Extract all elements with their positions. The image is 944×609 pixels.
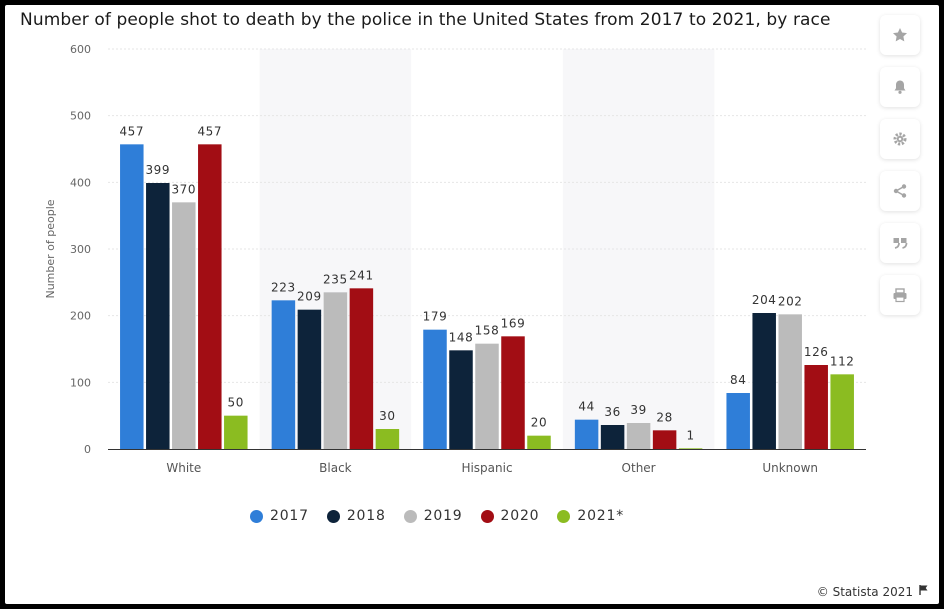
flag-icon bbox=[918, 584, 930, 599]
quote-icon bbox=[892, 235, 908, 251]
y-axis-label: Number of people bbox=[44, 199, 57, 298]
legend-marker bbox=[250, 509, 263, 523]
legend-item[interactable]: 2020 bbox=[480, 508, 540, 524]
bar-white-2018 bbox=[146, 183, 170, 449]
legend-marker bbox=[557, 509, 571, 523]
data-label: 1 bbox=[686, 428, 694, 442]
bar-black-2021 bbox=[375, 429, 400, 449]
notification-button[interactable] bbox=[880, 67, 920, 107]
legend-item[interactable]: 2018 bbox=[326, 508, 386, 524]
cite-button[interactable] bbox=[880, 223, 920, 263]
data-label: 50 bbox=[228, 396, 244, 410]
bar-black-2019 bbox=[323, 292, 348, 449]
bar-white-2020 bbox=[198, 144, 222, 450]
bar-hispanic-2020 bbox=[501, 336, 525, 449]
gear-icon bbox=[892, 131, 908, 147]
data-label: 169 bbox=[501, 316, 526, 330]
print-icon bbox=[892, 287, 908, 303]
settings-button[interactable] bbox=[880, 119, 920, 159]
data-label: 241 bbox=[349, 268, 374, 282]
y-tick-label: 0 bbox=[84, 443, 91, 456]
credit-text: © Statista 2021 bbox=[816, 584, 913, 599]
data-label: 457 bbox=[197, 124, 222, 138]
sidebar bbox=[880, 15, 920, 315]
statista-credit[interactable]: © Statista 2021 bbox=[817, 584, 930, 599]
x-tick-label: Other bbox=[622, 461, 656, 475]
legend-label: 2017 bbox=[270, 508, 309, 524]
bar-hispanic-2017 bbox=[423, 329, 447, 449]
x-tick-label: Unknown bbox=[762, 461, 818, 475]
share-button[interactable] bbox=[880, 171, 920, 211]
x-tick-label: White bbox=[166, 461, 201, 475]
bar-hispanic-2021 bbox=[527, 435, 551, 449]
bar-white-2021 bbox=[224, 415, 248, 449]
legend-item[interactable]: 2019 bbox=[403, 508, 463, 524]
bar-unknown-2021 bbox=[830, 374, 854, 449]
x-tick-label: Black bbox=[319, 461, 352, 475]
y-tick-label: 600 bbox=[70, 43, 91, 56]
data-label: 84 bbox=[730, 373, 746, 387]
bar-black-2017 bbox=[271, 300, 296, 449]
data-label: 370 bbox=[171, 182, 196, 196]
data-label: 223 bbox=[271, 280, 296, 294]
data-label: 20 bbox=[531, 416, 547, 430]
legend-marker bbox=[480, 509, 494, 523]
data-label: 179 bbox=[423, 310, 448, 324]
bar-other-2019 bbox=[626, 423, 651, 449]
favorite-button[interactable] bbox=[880, 15, 920, 55]
data-label: 44 bbox=[578, 400, 594, 414]
y-tick-label: 200 bbox=[70, 310, 91, 323]
print-button[interactable] bbox=[880, 275, 920, 315]
data-label: 204 bbox=[752, 293, 777, 307]
x-tick-label: Hispanic bbox=[461, 461, 512, 475]
bar-black-2018 bbox=[297, 309, 322, 449]
data-label: 39 bbox=[630, 403, 646, 417]
data-label: 202 bbox=[778, 294, 803, 308]
data-label: 158 bbox=[475, 324, 500, 338]
bar-other-2020 bbox=[652, 430, 677, 449]
legend-label: 2019 bbox=[423, 508, 463, 524]
bar-unknown-2017 bbox=[726, 393, 750, 449]
data-label: 126 bbox=[804, 345, 829, 359]
legend-label: 2018 bbox=[346, 508, 386, 524]
legend-marker bbox=[326, 509, 340, 523]
y-tick-label: 400 bbox=[70, 176, 91, 189]
y-tick-label: 500 bbox=[70, 110, 91, 123]
data-label: 112 bbox=[830, 354, 855, 368]
chart-title: Number of people shot to death by the po… bbox=[20, 10, 831, 30]
bar-hispanic-2018 bbox=[449, 350, 473, 449]
legend-item[interactable]: 2021* bbox=[557, 508, 624, 524]
bar-other-2021 bbox=[678, 448, 703, 449]
bar-unknown-2020 bbox=[804, 365, 828, 449]
data-label: 235 bbox=[323, 272, 348, 286]
legend-label: 2020 bbox=[500, 508, 540, 524]
share-icon bbox=[892, 183, 908, 199]
bar-other-2018 bbox=[600, 425, 625, 449]
bar-white-2017 bbox=[120, 144, 144, 450]
legend-item[interactable]: 2017 bbox=[250, 508, 309, 524]
star-icon bbox=[892, 27, 908, 43]
bar-black-2020 bbox=[349, 288, 374, 449]
data-label: 457 bbox=[119, 124, 144, 138]
data-label: 28 bbox=[656, 410, 672, 424]
bar-other-2017 bbox=[574, 419, 599, 449]
legend-marker bbox=[403, 509, 417, 523]
bar-unknown-2019 bbox=[778, 314, 802, 449]
bar-hispanic-2019 bbox=[475, 343, 499, 449]
data-label: 30 bbox=[379, 409, 395, 423]
data-label: 148 bbox=[449, 330, 474, 344]
data-label: 209 bbox=[297, 290, 322, 304]
data-label: 36 bbox=[604, 405, 620, 419]
chart-legend: 2017 2018 2019 2020 2021* bbox=[250, 508, 624, 524]
bar-white-2019 bbox=[172, 202, 196, 449]
y-tick-label: 300 bbox=[70, 243, 91, 256]
data-label: 399 bbox=[145, 163, 170, 177]
bell-icon bbox=[892, 79, 908, 95]
legend-label: 2021* bbox=[577, 508, 625, 524]
bar-unknown-2018 bbox=[752, 313, 776, 449]
y-tick-label: 100 bbox=[70, 376, 91, 389]
